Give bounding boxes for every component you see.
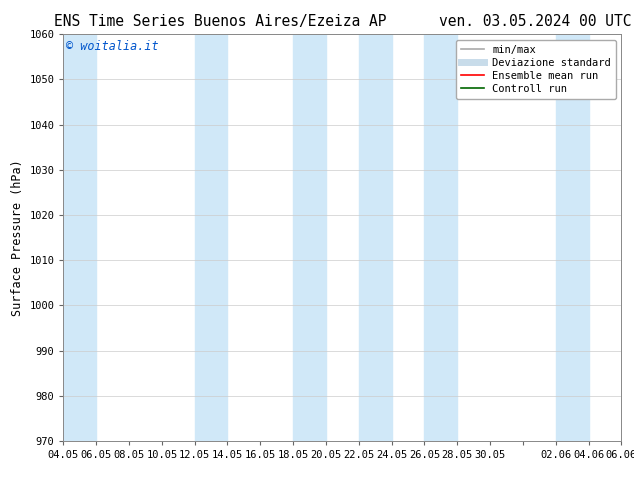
Bar [555, 34, 588, 441]
Bar [359, 34, 392, 441]
Title: ENS Time Series Buenos Aires/Ezeiza AP      ven. 03.05.2024 00 UTC: ENS Time Series Buenos Aires/Ezeiza AP v… [54, 14, 631, 29]
Bar [293, 34, 326, 441]
Text: © woitalia.it: © woitalia.it [66, 40, 158, 53]
Legend: min/max, Deviazione standard, Ensemble mean run, Controll run: min/max, Deviazione standard, Ensemble m… [456, 40, 616, 99]
Bar [424, 34, 457, 441]
Bar [195, 34, 228, 441]
Bar [63, 34, 96, 441]
Y-axis label: Surface Pressure (hPa): Surface Pressure (hPa) [11, 159, 24, 316]
